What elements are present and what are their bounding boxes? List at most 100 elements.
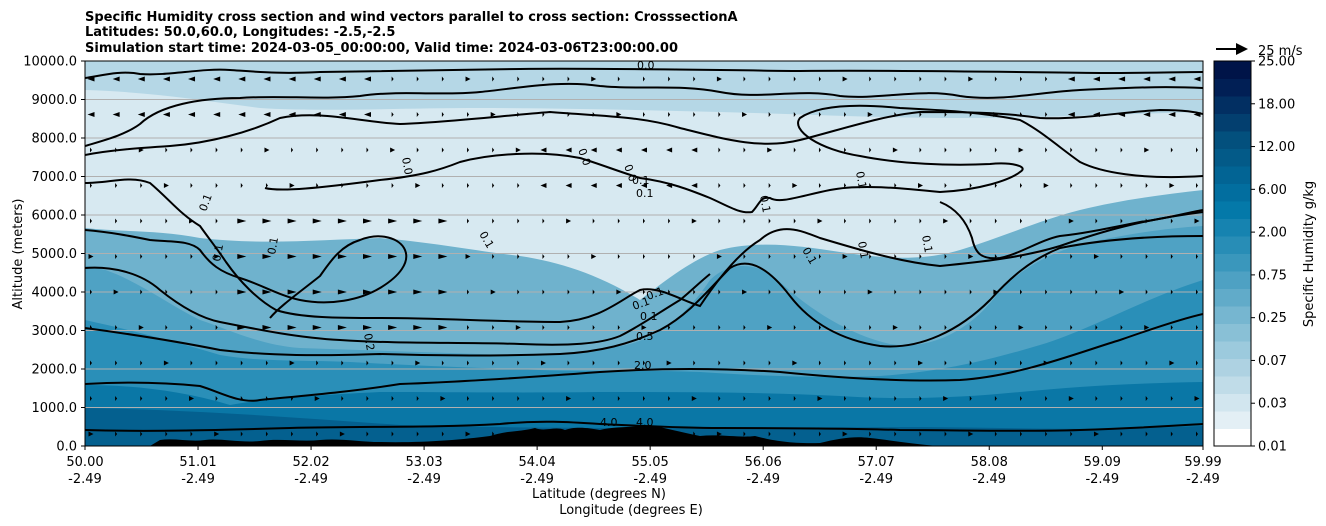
colorbar-tick-label-4: 0.75	[1258, 268, 1287, 283]
contour-label-19: 0.5	[636, 330, 654, 343]
wind-vector-45	[87, 112, 95, 117]
wind-vector-426	[617, 396, 620, 401]
wind-vector-190	[337, 218, 347, 224]
wind-vector-343	[793, 325, 796, 330]
wind-vector-448	[1170, 396, 1173, 401]
wind-vector-271	[113, 289, 119, 295]
wind-vector-431	[743, 396, 746, 401]
wind-vector-174	[1070, 183, 1073, 188]
y-tick-label-10: 10000.0	[23, 55, 77, 70]
x-tick-label-lon-0: -2.49	[68, 472, 102, 487]
x-tick-label-lat-5: 55.05	[632, 455, 669, 470]
wind-vector-69	[693, 112, 696, 117]
wind-vector-194	[438, 218, 448, 224]
contour-label-18: 0.2	[361, 332, 377, 351]
wind-vector-430	[718, 396, 721, 401]
wind-vector-103	[416, 147, 419, 153]
wind-vector-490	[1093, 431, 1099, 437]
wind-vector-316	[115, 325, 118, 330]
wind-vector-280	[337, 289, 347, 295]
wind-vector-205	[718, 218, 721, 224]
wind-vector-71	[742, 112, 748, 117]
wind-vector-314	[1196, 289, 1198, 295]
wind-vector-281	[363, 289, 372, 295]
wind-vector-238	[413, 254, 423, 259]
wind-vector-354	[1070, 325, 1073, 330]
wind-vector-41	[1118, 76, 1126, 82]
wind-vector-146	[366, 183, 369, 188]
wind-vector-110	[590, 147, 597, 153]
wind-vector-6	[238, 76, 246, 82]
wind-vector-138	[163, 183, 169, 188]
wind-vector-284	[438, 289, 448, 295]
contour-label-5: 0.1	[636, 187, 654, 200]
wind-vector-148	[415, 183, 421, 188]
wind-vector-469	[567, 431, 570, 437]
wind-vector-74	[818, 112, 821, 117]
wind-vector-355	[1095, 325, 1098, 330]
wind-vector-364	[190, 360, 193, 366]
wind-vector-14	[441, 76, 444, 82]
contour-label-10: 0.1	[757, 194, 773, 213]
wind-vector-436	[869, 396, 872, 401]
wind-vector-245	[591, 254, 597, 259]
wind-vector-246	[617, 254, 620, 259]
contour-label-14: 0.1	[919, 234, 935, 253]
colorbar-band-2	[1214, 393, 1251, 412]
wind-vector-464	[441, 431, 444, 437]
colorbar-label: Specific Humidity g/kg	[1302, 181, 1317, 327]
wind-vector-187	[262, 218, 272, 224]
contour-label-17: 0.1	[640, 310, 658, 323]
wind-vector-349	[944, 325, 947, 330]
wind-vector-186	[237, 218, 247, 224]
wind-vector-434	[817, 396, 823, 401]
wind-vector-279	[312, 289, 322, 295]
wind-vector-125	[969, 147, 972, 153]
x-tick-label-lon-4: -2.49	[520, 472, 554, 487]
wind-vector-26	[743, 76, 746, 82]
wind-vector-285	[467, 289, 470, 295]
wind-vector-455	[214, 431, 220, 437]
wind-vector-356	[1120, 325, 1123, 330]
y-tick-label-6: 6000.0	[32, 209, 78, 224]
wind-vector-105	[467, 147, 470, 153]
wind-vector-165	[844, 183, 847, 188]
wind-vector-38	[1045, 76, 1048, 82]
wind-vector-459	[316, 431, 319, 437]
wind-vector-243	[542, 254, 545, 259]
contour-line-0-1-c	[264, 104, 1203, 214]
colorbar-band-4	[1214, 358, 1251, 377]
colorbar-band-16	[1214, 148, 1251, 167]
wind-vector-212	[894, 218, 897, 224]
wind-vector-142	[265, 183, 268, 188]
colorbar-band-1	[1214, 411, 1251, 429]
wind-vector-30	[842, 76, 848, 82]
wind-vector-199	[566, 218, 572, 224]
wind-vector-195	[467, 218, 470, 224]
wind-vector-450	[88, 431, 94, 437]
wind-vector-451	[115, 431, 118, 437]
wind-vector-283	[413, 289, 423, 295]
x-tick-label-lon-2: -2.49	[294, 472, 328, 487]
wind-vector-27	[768, 76, 771, 82]
wind-vector-294	[693, 289, 696, 295]
wind-vector-159	[691, 183, 698, 188]
wind-vector-112	[641, 147, 647, 153]
wind-vector-50	[213, 112, 221, 117]
wind-vector-29	[818, 76, 821, 82]
wind-vector-415	[341, 396, 344, 401]
wind-vector-373	[415, 360, 421, 366]
x-tick-label-lon-1: -2.49	[181, 472, 215, 487]
wind-vector-221	[1120, 218, 1123, 224]
wind-vector-330	[467, 325, 470, 330]
wind-vector-254	[818, 254, 821, 259]
wind-vector-363	[163, 360, 169, 366]
wind-vector-28	[793, 76, 796, 82]
wind-vector-418	[416, 396, 419, 401]
wind-vector-43	[1168, 76, 1176, 82]
wind-vector-84	[1067, 112, 1075, 117]
wind-vector-326	[363, 325, 372, 330]
wind-vector-328	[413, 325, 423, 330]
wind-vector-135	[90, 183, 92, 188]
contour-label-3: 0.0	[621, 163, 639, 184]
